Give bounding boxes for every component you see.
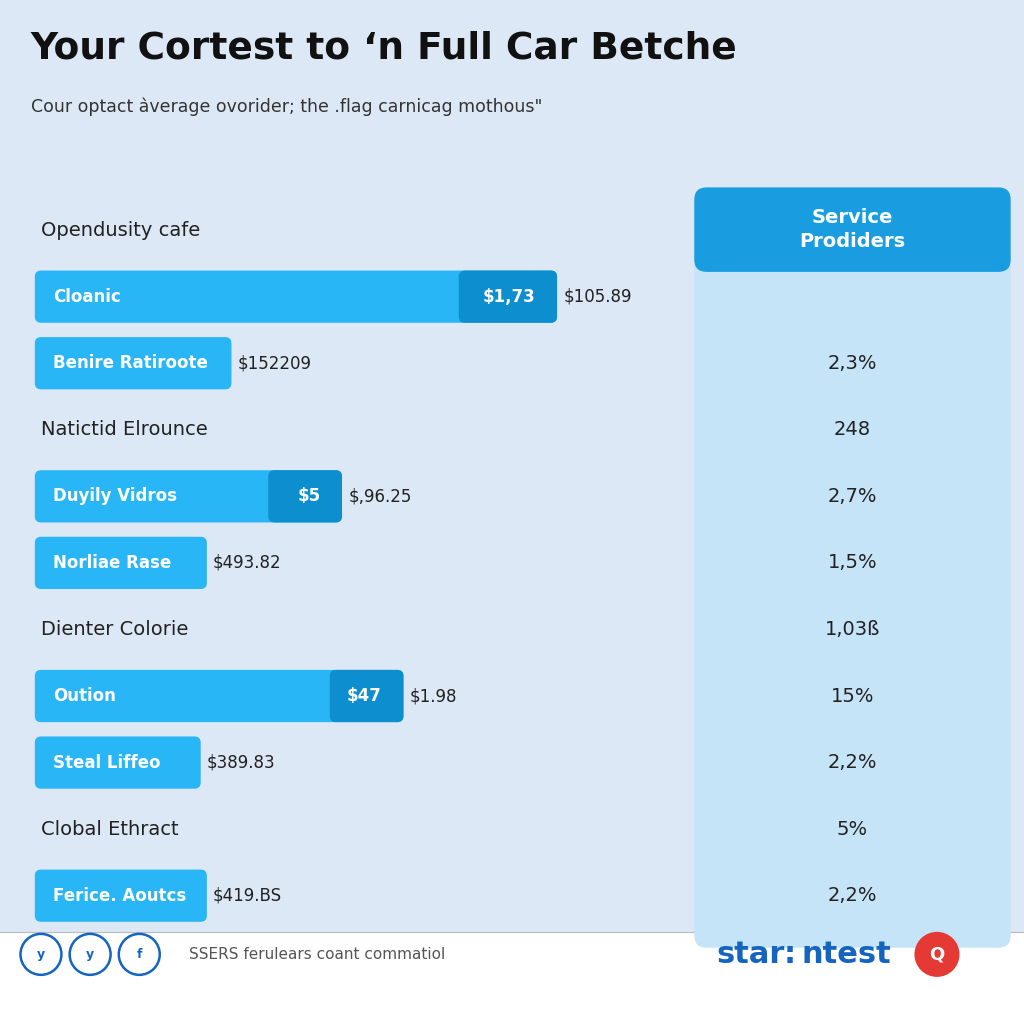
Text: $1,73: $1,73 (482, 288, 536, 305)
Text: Service
Prodiders: Service Prodiders (800, 208, 905, 251)
FancyBboxPatch shape (35, 537, 207, 589)
Circle shape (119, 934, 160, 975)
FancyBboxPatch shape (35, 337, 231, 389)
Text: 248: 248 (834, 420, 871, 439)
FancyBboxPatch shape (35, 869, 207, 922)
Text: $419.BS: $419.BS (213, 887, 283, 904)
Text: 2,7%: 2,7% (827, 486, 878, 506)
Text: Natictid Elrounce: Natictid Elrounce (41, 420, 208, 439)
Text: Duyily Vidros: Duyily Vidros (53, 487, 177, 505)
Text: $5: $5 (297, 487, 321, 505)
Text: Benire Ratiroote: Benire Ratiroote (53, 354, 208, 372)
Text: Cloanic: Cloanic (53, 288, 121, 305)
FancyBboxPatch shape (35, 470, 342, 522)
Text: f: f (136, 948, 142, 961)
Text: Steal Liffeo: Steal Liffeo (53, 754, 161, 771)
Text: Cour optact àverage ovorider; the .flag carnicag mothous": Cour optact àverage ovorider; the .flag… (31, 97, 542, 116)
Text: Your Cortest to ‘n Full Car Betche: Your Cortest to ‘n Full Car Betche (31, 31, 737, 67)
Text: Ferice. Aoutcs: Ferice. Aoutcs (53, 887, 186, 904)
Text: y: y (86, 948, 94, 961)
Text: $1.98: $1.98 (410, 687, 457, 705)
FancyBboxPatch shape (35, 270, 557, 323)
FancyBboxPatch shape (694, 247, 1011, 948)
Text: $47: $47 (347, 687, 382, 705)
Circle shape (70, 934, 111, 975)
Text: y: y (37, 948, 45, 961)
FancyBboxPatch shape (330, 670, 403, 722)
Text: Norliae Rase: Norliae Rase (53, 554, 171, 571)
Text: 2,2%: 2,2% (827, 753, 878, 772)
Text: 2,2%: 2,2% (827, 886, 878, 905)
Text: 1,03ß: 1,03ß (824, 620, 881, 639)
Text: Oution: Oution (53, 687, 116, 705)
Text: Q: Q (930, 945, 944, 964)
Text: Opendusity cafe: Opendusity cafe (41, 220, 201, 240)
FancyBboxPatch shape (694, 187, 1011, 271)
Text: 5%: 5% (837, 819, 868, 839)
Text: ntest: ntest (802, 940, 892, 969)
Circle shape (20, 934, 61, 975)
Text: Clobal Ethract: Clobal Ethract (41, 819, 178, 839)
FancyBboxPatch shape (0, 932, 1024, 1024)
Text: $389.83: $389.83 (207, 754, 275, 771)
Text: 2,3%: 2,3% (827, 353, 878, 373)
Text: $,96.25: $,96.25 (348, 487, 412, 505)
FancyBboxPatch shape (459, 270, 557, 323)
FancyBboxPatch shape (35, 736, 201, 788)
Text: 1,5%: 1,5% (827, 553, 878, 572)
FancyBboxPatch shape (35, 670, 403, 722)
Circle shape (914, 932, 959, 977)
Text: :: : (783, 940, 796, 969)
Text: Dienter Colorie: Dienter Colorie (41, 620, 188, 639)
FancyBboxPatch shape (268, 470, 342, 522)
Text: $152209: $152209 (238, 354, 311, 372)
Text: $493.82: $493.82 (213, 554, 282, 571)
Text: 15%: 15% (830, 686, 874, 706)
Text: SSERS ferulears coant commatiol: SSERS ferulears coant commatiol (189, 947, 445, 962)
Text: $105.89: $105.89 (563, 288, 632, 305)
Text: star: star (717, 940, 785, 969)
